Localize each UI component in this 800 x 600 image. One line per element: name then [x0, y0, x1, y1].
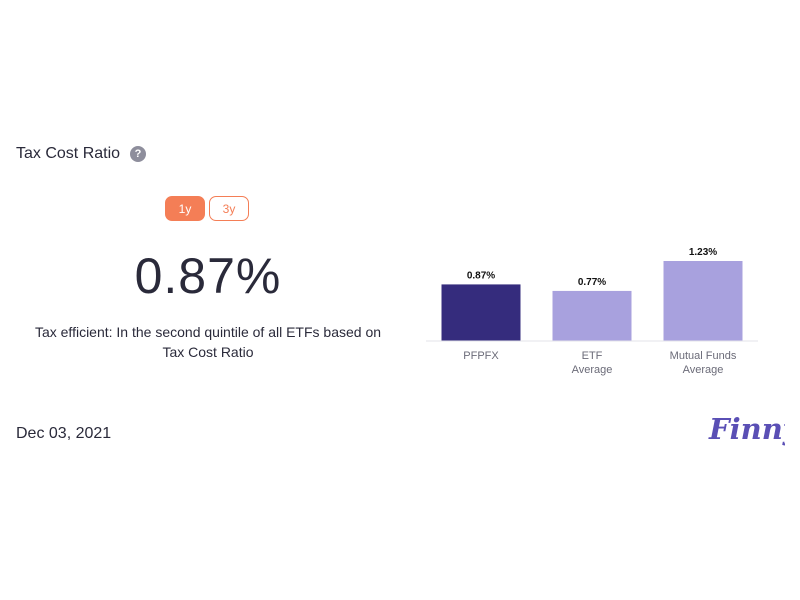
bar-1	[552, 290, 632, 341]
category-label-2-0: Mutual Funds	[670, 350, 737, 362]
category-label-0-0: PFPFX	[463, 350, 499, 362]
as-of-date: Dec 03, 2021	[16, 425, 112, 442]
tax-cost-ratio-value: 0.87%	[134, 248, 282, 304]
bar-2	[663, 261, 743, 341]
page-title: Tax Cost Ratio	[16, 145, 121, 162]
tab-3y[interactable]: 3y	[209, 196, 249, 221]
finny-logo-text: Finny	[708, 412, 785, 446]
tax-efficiency-description: Tax efficient: In the second quintile of…	[34, 324, 382, 360]
bar-0	[441, 284, 521, 341]
finny-logo: Finny	[708, 412, 785, 446]
data-label-1: 0.77%	[578, 277, 606, 288]
data-label-2: 1.23%	[689, 247, 717, 258]
tab-1y[interactable]: 1y	[165, 196, 205, 221]
period-tabs: 1y 3y	[165, 196, 249, 221]
question-mark-icon[interactable]: ?	[130, 146, 147, 162]
title-row: Tax Cost Ratio ?	[16, 145, 147, 163]
category-label-1-0: ETF	[582, 350, 603, 362]
comparison-bar-chart: 0.87% PFPFX 0.77% ETF Average 1.23% Mutual Fun…	[426, 247, 758, 376]
data-label-0: 0.87%	[467, 270, 495, 281]
category-label-2-1: Average	[683, 364, 724, 376]
category-label-1-1: Average	[572, 364, 613, 376]
